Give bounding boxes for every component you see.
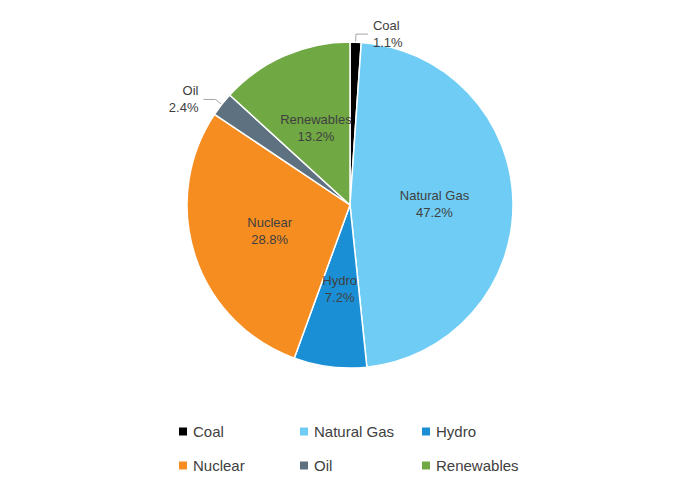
svg-text:Renewables: Renewables xyxy=(280,112,352,127)
svg-text:2.4%: 2.4% xyxy=(169,100,199,115)
svg-text:Coal: Coal xyxy=(373,18,400,33)
svg-text:Oil: Oil xyxy=(314,457,332,474)
svg-text:Natural Gas: Natural Gas xyxy=(314,423,394,440)
svg-text:Renewables: Renewables xyxy=(436,457,519,474)
svg-text:Nuclear: Nuclear xyxy=(247,215,292,230)
svg-text:Coal: Coal xyxy=(193,423,224,440)
svg-text:13.2%: 13.2% xyxy=(297,129,334,144)
svg-text:Nuclear: Nuclear xyxy=(193,457,245,474)
svg-text:Oil: Oil xyxy=(183,83,199,98)
svg-text:1.1%: 1.1% xyxy=(373,35,403,50)
svg-text:Hydro: Hydro xyxy=(322,273,357,288)
svg-text:7.2%: 7.2% xyxy=(325,290,355,305)
svg-text:Natural Gas: Natural Gas xyxy=(400,188,470,203)
svg-text:47.2%: 47.2% xyxy=(416,205,453,220)
svg-text:28.8%: 28.8% xyxy=(251,232,288,247)
svg-text:Hydro: Hydro xyxy=(436,423,476,440)
